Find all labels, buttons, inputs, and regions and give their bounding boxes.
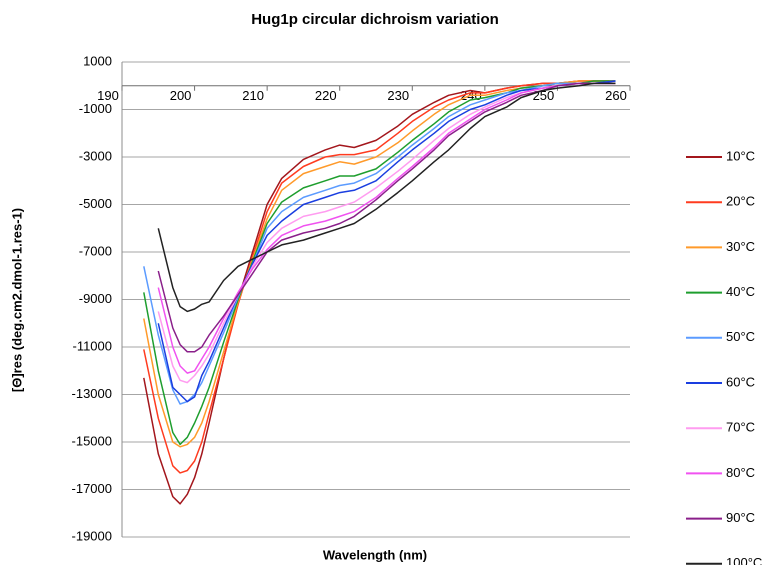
legend-label: 40°C bbox=[726, 284, 755, 299]
data-line bbox=[143, 80, 616, 446]
data-line bbox=[143, 80, 616, 474]
y-tick-label: -7000 bbox=[79, 243, 112, 258]
x-axis-title: Wavelength (nm) bbox=[323, 547, 427, 562]
y-tick-label: 1000 bbox=[83, 53, 112, 68]
y-axis-title: [Θ]res (deg.cm2.dmol-1.res-1) bbox=[9, 208, 24, 392]
y-tick-label: -15000 bbox=[72, 433, 112, 448]
legend-label: 30°C bbox=[726, 239, 755, 254]
data-line bbox=[157, 82, 616, 374]
y-tick-label: -1000 bbox=[79, 101, 112, 116]
legend-label: 20°C bbox=[726, 194, 755, 209]
legend-label: 100°C bbox=[726, 555, 762, 565]
x-tick-label: 230 bbox=[387, 88, 409, 103]
legend-label: 10°C bbox=[726, 148, 755, 163]
chart-title: Hug1p circular dichroism variation bbox=[251, 11, 499, 28]
data-line bbox=[143, 80, 616, 405]
y-tick-label: -3000 bbox=[79, 148, 112, 163]
legend-label: 80°C bbox=[726, 465, 755, 480]
y-tick-label: -9000 bbox=[79, 291, 112, 306]
x-tick-label: 190 bbox=[97, 88, 119, 103]
x-tick-label: 260 bbox=[605, 88, 627, 103]
data-line bbox=[157, 82, 616, 353]
x-tick-label: 200 bbox=[170, 88, 192, 103]
x-tick-label: 210 bbox=[242, 88, 264, 103]
x-tick-label: 220 bbox=[315, 88, 337, 103]
legend-label: 50°C bbox=[726, 329, 755, 344]
data-line bbox=[157, 82, 616, 313]
y-tick-label: -13000 bbox=[72, 386, 112, 401]
y-tick-label: -19000 bbox=[72, 528, 112, 543]
data-line bbox=[157, 82, 616, 384]
legend-label: 90°C bbox=[726, 510, 755, 525]
y-tick-label: -5000 bbox=[79, 196, 112, 211]
legend-label: 60°C bbox=[726, 374, 755, 389]
data-line bbox=[143, 80, 616, 505]
y-tick-label: -11000 bbox=[72, 338, 112, 353]
y-tick-label: -17000 bbox=[72, 481, 112, 496]
legend-label: 70°C bbox=[726, 420, 755, 435]
data-line bbox=[157, 80, 616, 403]
